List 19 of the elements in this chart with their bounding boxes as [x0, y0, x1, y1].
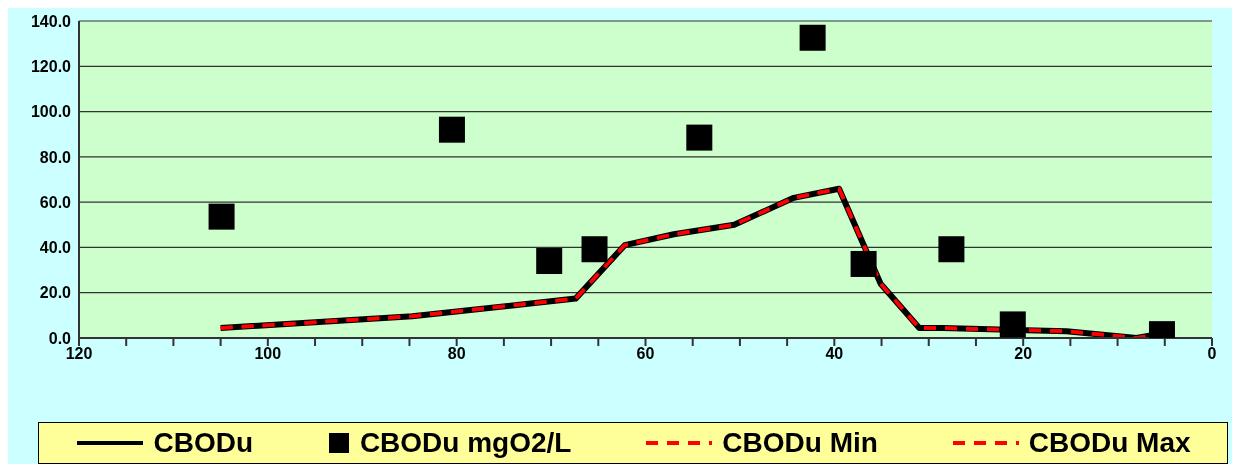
y-tick-label: 0.0 — [48, 329, 72, 347]
y-tick-label: 40.0 — [39, 239, 72, 257]
x-tick-label: 80 — [447, 345, 466, 363]
legend-label: CBODu Min — [722, 427, 878, 459]
y-tick-label: 100.0 — [30, 103, 72, 121]
y-tick-label: 20.0 — [39, 284, 72, 302]
x-tick-label: 0 — [1207, 345, 1217, 363]
x-tick-label: 20 — [1014, 345, 1033, 363]
y-tick-label: 60.0 — [39, 193, 72, 211]
x-tick-label: 120 — [65, 345, 93, 363]
legend-label: CBODu mgO2/L — [359, 427, 572, 459]
y-tick-label: 140.0 — [30, 12, 72, 30]
legend-label: CBODu Max — [1028, 427, 1191, 459]
x-tick-label: 40 — [825, 345, 844, 363]
legend-label: CBODu — [153, 427, 253, 459]
x-tick-label: 60 — [636, 345, 655, 363]
y-tick-label: 120.0 — [30, 57, 72, 75]
x-tick-label: 100 — [254, 345, 282, 363]
y-tick-label: 80.0 — [39, 148, 72, 166]
